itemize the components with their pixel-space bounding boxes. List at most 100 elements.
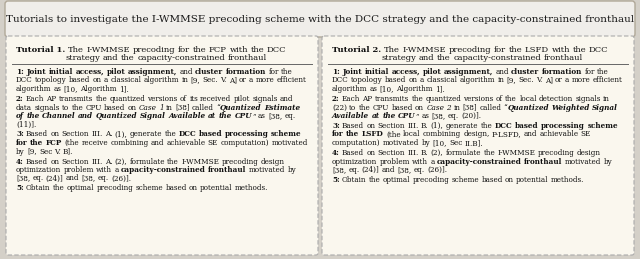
Text: of: of <box>496 95 503 103</box>
Text: formation: formation <box>226 68 266 76</box>
Text: at: at <box>208 112 216 120</box>
Text: Signal: Signal <box>140 112 166 120</box>
Text: for: for <box>16 139 28 147</box>
Text: precoding: precoding <box>221 157 259 166</box>
Text: 4:: 4: <box>16 157 24 166</box>
Text: B.: B. <box>421 122 429 130</box>
Text: [10,: [10, <box>380 85 394 93</box>
Text: topology: topology <box>35 76 67 84</box>
Text: received: received <box>200 95 232 103</box>
Text: more: more <box>255 76 275 84</box>
Text: capacity-constrained: capacity-constrained <box>121 166 205 174</box>
Text: algorithm: algorithm <box>460 76 495 84</box>
Text: efficient: efficient <box>276 76 307 84</box>
Text: detection: detection <box>539 95 573 103</box>
Text: 1:: 1: <box>16 68 24 76</box>
Text: the: the <box>281 68 292 76</box>
Text: quantized: quantized <box>109 95 145 103</box>
FancyBboxPatch shape <box>322 36 634 255</box>
Text: Quantized: Quantized <box>96 112 138 120</box>
Text: “: “ <box>216 104 220 112</box>
Text: achievable: achievable <box>166 139 205 147</box>
Text: [38,: [38, <box>16 175 30 183</box>
Text: the: the <box>95 95 107 103</box>
Text: (1),: (1), <box>115 131 127 139</box>
Text: I-WMMSE: I-WMMSE <box>497 149 536 157</box>
Text: LSFD: LSFD <box>362 131 384 139</box>
Text: generate: generate <box>445 122 478 130</box>
Text: DCC: DCC <box>179 131 196 139</box>
Text: a: a <box>104 76 108 84</box>
Text: cluster: cluster <box>195 68 223 76</box>
Text: I-WMMSE: I-WMMSE <box>181 157 220 166</box>
Text: [38,: [38, <box>431 112 445 120</box>
Text: design: design <box>577 149 601 157</box>
Text: computation): computation) <box>221 139 269 147</box>
Text: [10,: [10, <box>433 139 447 147</box>
Text: its: its <box>189 95 198 103</box>
Text: The: The <box>68 46 84 54</box>
Text: precoding: precoding <box>538 149 575 157</box>
Text: for: for <box>332 131 344 139</box>
Text: 1].: 1]. <box>435 85 445 93</box>
Text: B].: B]. <box>63 147 74 155</box>
Text: and: and <box>151 139 164 147</box>
Text: as: as <box>370 85 378 93</box>
Text: on: on <box>93 76 102 84</box>
Text: ”: ” <box>252 112 256 120</box>
Text: CPU: CPU <box>398 112 415 120</box>
Text: Quantized: Quantized <box>508 104 549 112</box>
Text: fronthaul: fronthaul <box>208 166 246 174</box>
Text: motivated: motivated <box>383 139 419 147</box>
Text: the: the <box>573 46 586 54</box>
Text: and: and <box>179 68 193 76</box>
Text: potential: potential <box>200 184 233 192</box>
Text: called: called <box>479 104 501 112</box>
Text: DCC: DCC <box>16 76 33 84</box>
Text: potential: potential <box>516 176 548 184</box>
Text: III.: III. <box>408 122 419 130</box>
Text: formation: formation <box>541 68 582 76</box>
Text: (the: (the <box>386 131 401 139</box>
Text: by: by <box>16 147 25 155</box>
Text: Available: Available <box>332 112 369 120</box>
Text: with: with <box>412 157 428 166</box>
Text: on: on <box>189 184 198 192</box>
Text: Sec: Sec <box>39 147 52 155</box>
Text: and: and <box>78 112 93 120</box>
FancyBboxPatch shape <box>5 1 635 37</box>
Text: as: as <box>258 112 266 120</box>
Text: eq.: eq. <box>285 112 296 120</box>
Text: I-WMMSE: I-WMMSE <box>403 46 446 54</box>
Text: a: a <box>115 166 118 174</box>
Text: III.: III. <box>92 157 102 166</box>
Text: V.: V. <box>220 76 227 84</box>
Text: capacity-constrained: capacity-constrained <box>437 157 522 166</box>
Text: Case: Case <box>426 104 444 112</box>
Text: eq.: eq. <box>33 175 44 183</box>
Text: capacity-constrained: capacity-constrained <box>453 54 541 62</box>
Text: eq.: eq. <box>348 166 360 174</box>
Text: (24)]: (24)] <box>45 175 63 183</box>
Text: in: in <box>166 104 173 112</box>
Text: for: for <box>178 46 190 54</box>
Text: P-LSFD,: P-LSFD, <box>492 131 521 139</box>
Text: Based: Based <box>342 149 364 157</box>
Text: or: or <box>239 76 247 84</box>
Text: signals: signals <box>253 95 278 103</box>
Text: based: based <box>165 184 187 192</box>
Text: on: on <box>415 104 424 112</box>
Text: versions: versions <box>147 95 178 103</box>
Text: motivated: motivated <box>271 139 308 147</box>
Text: (26)].: (26)]. <box>428 166 447 174</box>
Text: and: and <box>280 95 294 103</box>
Text: based: based <box>392 104 413 112</box>
Text: based: based <box>104 104 125 112</box>
Text: Section: Section <box>61 157 89 166</box>
Text: [38,: [38, <box>81 175 95 183</box>
Text: Case: Case <box>139 104 157 112</box>
Text: [38]: [38] <box>175 104 189 112</box>
Text: V.: V. <box>54 147 61 155</box>
Text: Joint: Joint <box>26 68 46 76</box>
Text: Section: Section <box>378 122 405 130</box>
